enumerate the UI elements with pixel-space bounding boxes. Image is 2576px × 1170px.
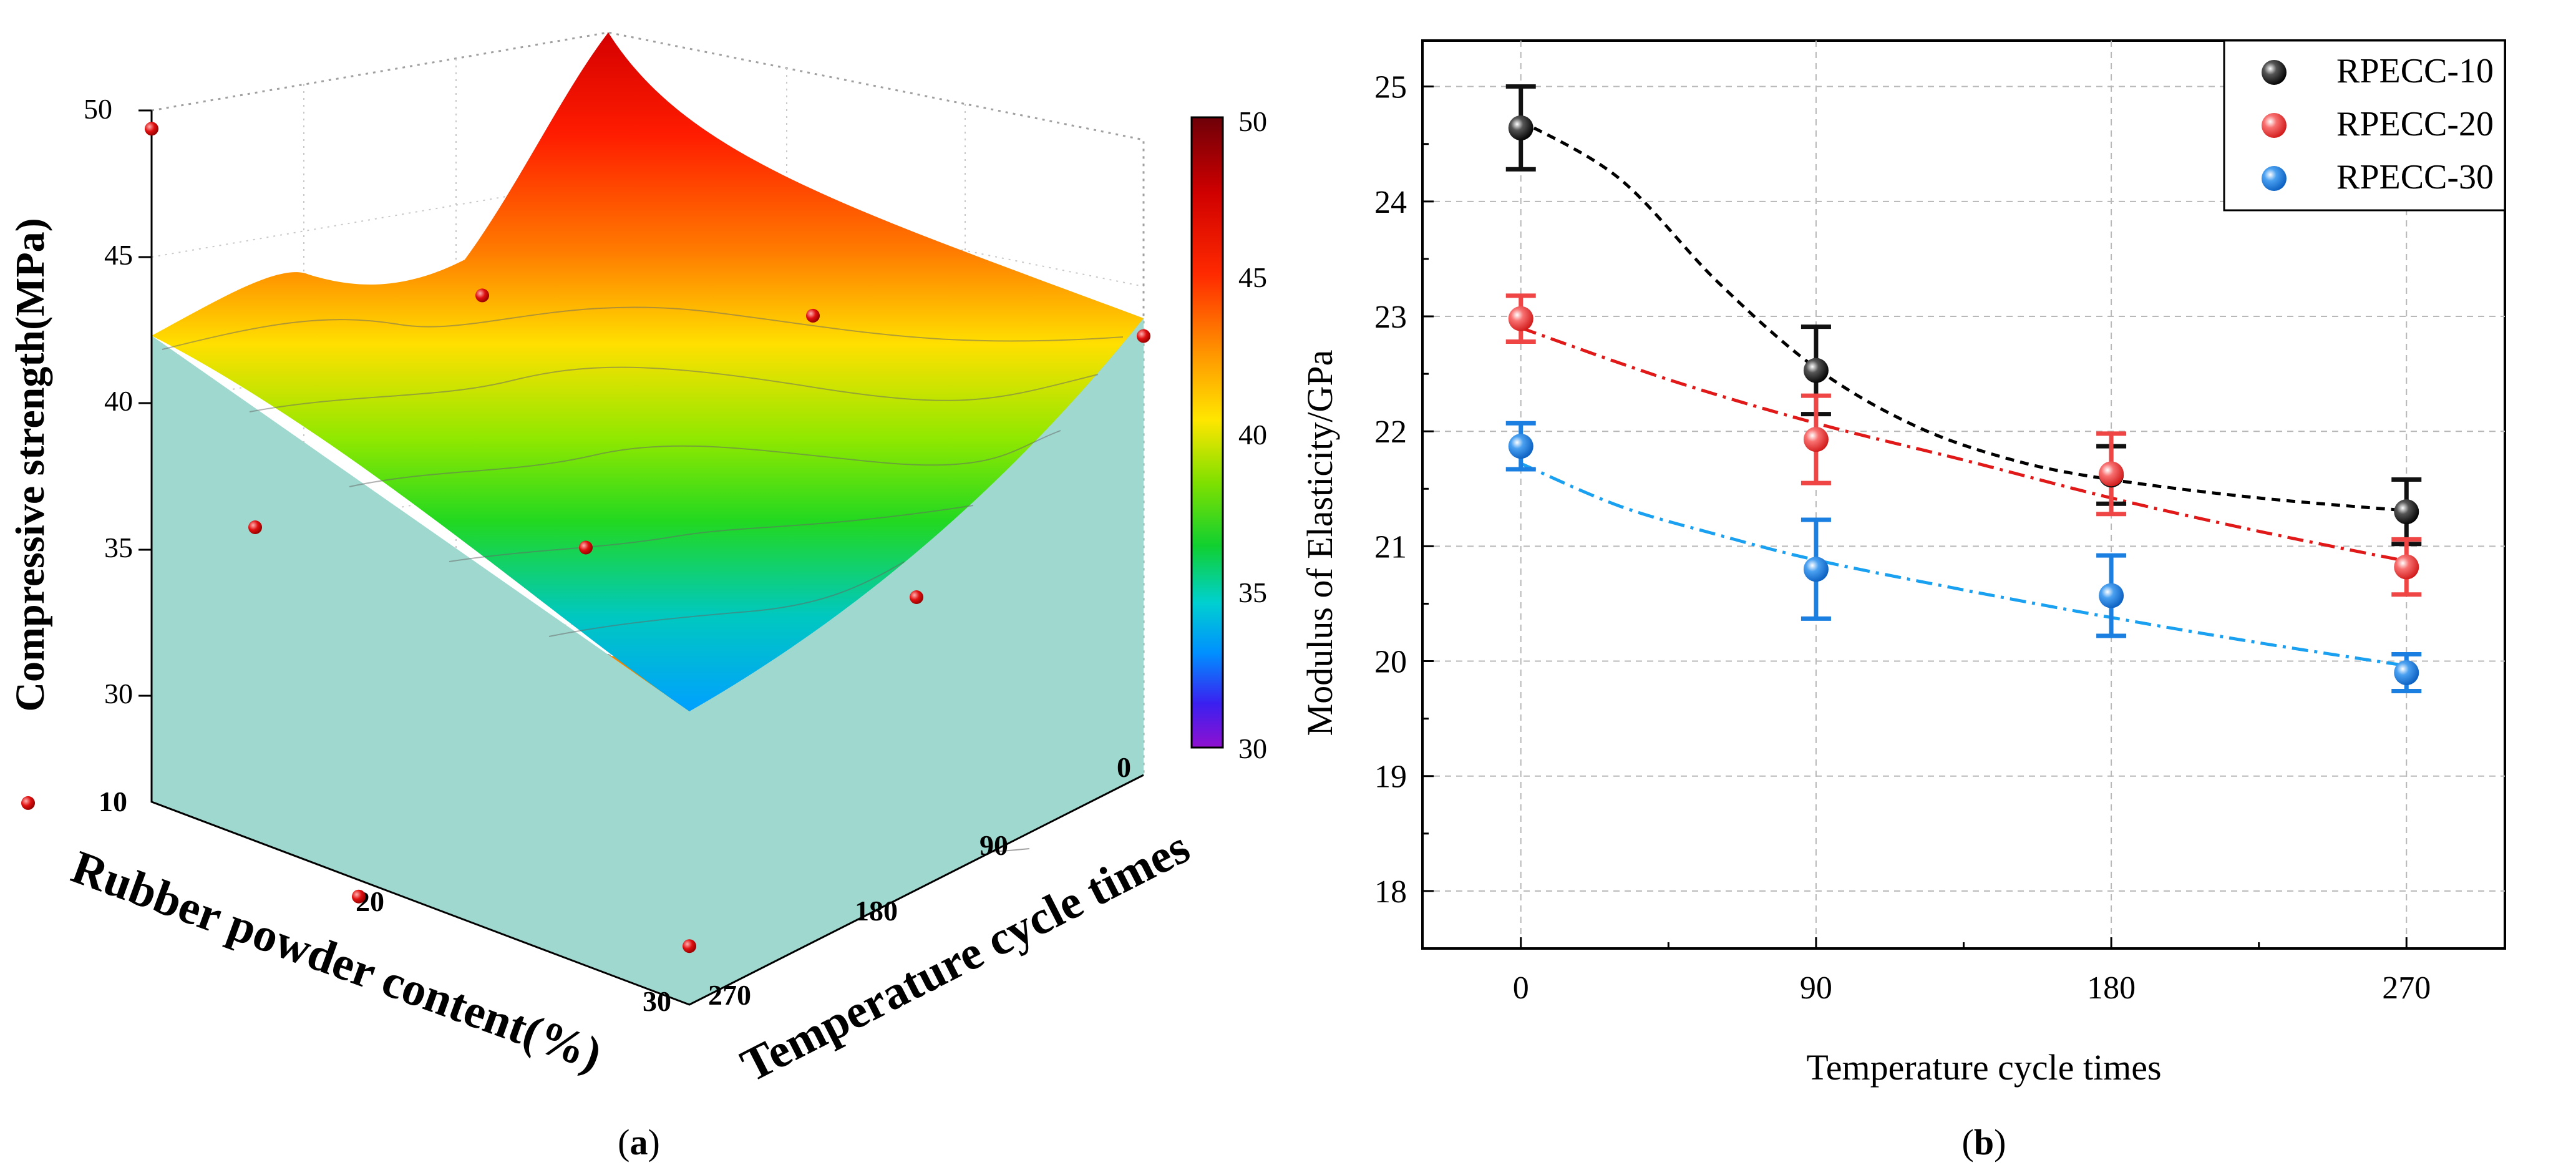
surface-point <box>910 590 923 604</box>
colorbar-tick: 40 <box>1238 419 1267 451</box>
surface-curtain-front-right <box>689 318 1144 1005</box>
surface-point <box>1137 329 1150 343</box>
y-axis-title: Modulus of Elasticity/GPa <box>1300 350 1340 736</box>
surface-point <box>352 889 366 904</box>
y-tick-label: 21 <box>1374 529 1407 565</box>
surface-point <box>579 540 593 555</box>
caption-a-close: ) <box>648 1122 660 1163</box>
x-tick-label: 270 <box>2382 970 2431 1006</box>
colorbar: 50 45 40 35 30 <box>1190 105 1267 764</box>
caption-b-close: ) <box>1994 1122 2006 1163</box>
y-tick: 0 <box>1117 751 1131 783</box>
z-tick: 50 <box>84 93 112 125</box>
legend: RPECC-10 RPECC-20 RPECC-30 <box>2223 39 2506 212</box>
data-point-rpecc-10 <box>1803 358 1829 383</box>
colorbar-tick: 50 <box>1238 105 1267 137</box>
data-point-rpecc-30 <box>1508 434 1533 459</box>
data-point-rpecc-30 <box>2099 583 2124 608</box>
x-tick-label: 180 <box>2087 970 2136 1006</box>
surface-point <box>683 939 696 953</box>
legend-label-rpecc20: RPECC-20 <box>2336 105 2494 144</box>
caption-b: (b) <box>1962 1122 2006 1163</box>
z-tick: 45 <box>104 239 133 271</box>
data-point-rpecc-10 <box>1508 115 1533 140</box>
legend-marker-rpecc30 <box>2262 166 2287 191</box>
legend-label-rpecc30: RPECC-30 <box>2336 158 2494 197</box>
data-point-rpecc-30 <box>2394 660 2419 685</box>
fit-curve-rpecc-20 <box>1520 326 2407 563</box>
surface-curtain-front-left <box>152 336 689 1005</box>
caption-a-letter: a <box>630 1122 648 1163</box>
fit-curves <box>1520 119 2407 668</box>
y-tick: 90 <box>979 829 1008 861</box>
colorbar-tick: 45 <box>1238 261 1267 293</box>
data-point-rpecc-10 <box>2394 499 2419 525</box>
surface-data-points <box>21 122 1150 953</box>
axis-ticks: 18 19 20 21 22 23 24 25 0 90 180 270 <box>1374 70 2431 1006</box>
colorbar-ticks: 50 45 40 35 30 <box>1238 105 1267 764</box>
data-point-rpecc-20 <box>2394 554 2419 580</box>
caption-b-open: ( <box>1962 1122 1974 1163</box>
y-tick: 270 <box>708 979 751 1011</box>
fit-curve-rpecc-10 <box>1520 119 2407 512</box>
x-tick-label: 90 <box>1800 970 1832 1006</box>
panel-a-3d-surface <box>150 31 1145 1006</box>
legend-marker-rpecc20 <box>2262 113 2287 138</box>
surface-point <box>21 796 35 810</box>
x-tick: 30 <box>643 985 671 1017</box>
cycles-axis-ticks: 0 90 180 270 <box>708 751 1131 1011</box>
legend-label-rpecc10: RPECC-10 <box>2336 52 2494 90</box>
y-tick-label: 20 <box>1374 645 1407 680</box>
y-tick-label: 22 <box>1374 414 1407 450</box>
z-tick: 35 <box>104 532 133 563</box>
x-tick-label: 0 <box>1513 970 1529 1006</box>
x-tick: 10 <box>99 786 127 817</box>
data-point-rpecc-30 <box>1803 557 1829 582</box>
axis-box-front-edges <box>150 110 1144 1006</box>
surface-point <box>145 122 158 136</box>
colorbar-tick: 30 <box>1238 733 1267 764</box>
data-points <box>1508 115 2419 685</box>
x-axis-title: Temperature cycle times <box>1806 1047 2161 1088</box>
y-tick-label: 19 <box>1374 759 1407 795</box>
z-tick: 40 <box>104 385 133 417</box>
y-tick-label: 25 <box>1374 70 1407 105</box>
z-axis-ticks: 50 45 40 35 30 <box>84 93 133 709</box>
surface-point <box>248 520 262 534</box>
data-point-rpecc-20 <box>1803 427 1829 452</box>
legend-marker-rpecc10 <box>2262 60 2287 85</box>
y-tick-label: 24 <box>1374 185 1407 220</box>
fit-curve-rpecc-30 <box>1520 462 2407 668</box>
caption-a: (a) <box>618 1122 660 1163</box>
panel-b-line-chart: 18 19 20 21 22 23 24 25 0 90 180 270 Modulus of Ela… <box>1300 39 2506 1088</box>
y-tick: 180 <box>855 895 898 927</box>
y-tick-label: 18 <box>1374 874 1407 910</box>
colorbar-gradient <box>1190 116 1224 749</box>
z-tick: 30 <box>104 678 133 709</box>
response-surface <box>152 32 1144 711</box>
colorbar-tick: 35 <box>1238 577 1267 608</box>
y-tick-label: 23 <box>1374 300 1407 335</box>
caption-b-letter: b <box>1974 1122 1994 1163</box>
surface-point <box>806 308 820 323</box>
surface-point <box>475 288 489 303</box>
z-axis-title: Compressive strength(MPa) <box>7 218 53 711</box>
caption-a-open: ( <box>618 1122 629 1163</box>
data-point-rpecc-20 <box>1508 306 1533 331</box>
surface-contour-lines <box>162 306 1124 637</box>
data-point-rpecc-20 <box>2099 461 2124 487</box>
